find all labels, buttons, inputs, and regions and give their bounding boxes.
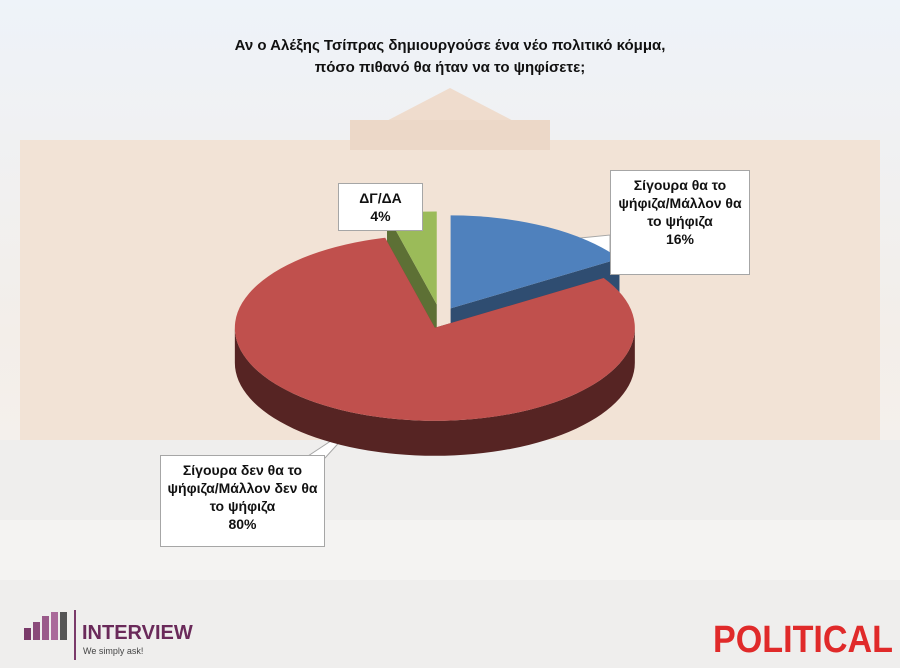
data-label: ΔΓ/ΔΑ 4% [338,183,423,231]
logo-text: INTERVIEW [82,622,193,644]
category-label: Σίγουρα δεν θα το ψήφιζα/Μάλλον δεν θα τ… [167,462,318,514]
logo-left: INTERVIEW We simply ask! [24,610,193,660]
category-label: Σίγουρα θα το ψήφιζα/Μάλλον θα το ψήφιζα [618,177,742,229]
logo-political: POLITICAL [713,619,893,661]
slice-top [234,237,635,421]
value-label: 80% [228,516,257,532]
value-label: 4% [370,208,391,224]
slice-top [450,215,620,309]
slice [387,211,437,340]
slice [234,237,635,456]
category-label: ΔΓ/ΔΑ [359,190,402,206]
data-label: Σίγουρα δεν θα το ψήφιζα/Μάλλον δεν θα τ… [160,455,325,547]
slice-top [387,211,437,305]
data-label: Σίγουρα θα το ψήφιζα/Μάλλον θα το ψήφιζα… [610,170,750,275]
logo-tagline: We simply ask! [83,646,143,656]
chart-title: πόσο πιθανό θα ήταν να το ψηφίσετε; [315,59,585,76]
value-label: 16% [665,231,695,247]
slice-wall [234,327,635,456]
chart-title: Αν ο Αλέξης Τσίπρας δημιουργούσε ένα νέο… [235,37,666,54]
slice-side [387,214,437,340]
